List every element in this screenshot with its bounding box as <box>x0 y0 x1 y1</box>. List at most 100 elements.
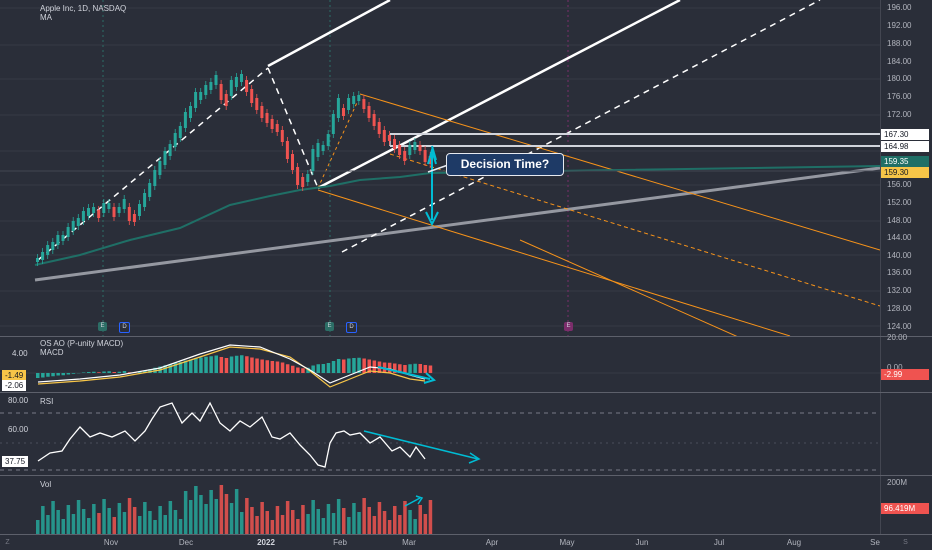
macd-tick: 0.00 <box>887 363 903 372</box>
candle-body <box>398 145 402 155</box>
earnings-marker[interactable]: E <box>98 322 107 331</box>
macd-axis[interactable]: 20.00 0.00 <box>880 333 932 392</box>
macd-bar <box>347 358 351 373</box>
volume-bar <box>41 506 45 534</box>
time-tick: Apr <box>485 538 499 547</box>
volume-bar <box>71 514 76 534</box>
candle-body <box>342 108 345 116</box>
candle-body <box>408 145 412 155</box>
decision-callout[interactable]: Decision Time? <box>446 153 564 176</box>
macd-bar <box>326 363 331 373</box>
candle-body <box>285 141 289 159</box>
price-tick: 128.00 <box>887 304 912 313</box>
candle-body <box>321 145 325 151</box>
candle-body <box>153 170 157 186</box>
indicator-label: MA <box>40 13 52 22</box>
volume-bar <box>92 504 96 534</box>
candle-body <box>56 235 60 245</box>
dividend-marker[interactable]: D <box>119 322 130 333</box>
scale-toggle-icon[interactable]: S <box>903 539 908 546</box>
price-tick: 140.00 <box>887 251 912 260</box>
candle-body <box>107 203 111 209</box>
dividend-marker[interactable]: D <box>346 322 357 333</box>
candle-body <box>362 99 366 109</box>
candle-body <box>112 207 116 217</box>
candle-body <box>97 210 101 218</box>
candle-body <box>173 133 177 147</box>
candle-body <box>377 122 381 134</box>
volume-bar <box>107 508 111 534</box>
price-tick: 144.00 <box>887 233 912 242</box>
candle-body <box>403 151 407 161</box>
macd-bar <box>311 365 315 373</box>
volume-title: Vol <box>40 480 52 489</box>
volume-bar <box>189 500 193 534</box>
price-pane[interactable]: Apple Inc, 1D, NASDAQ MA Decision Time? … <box>0 0 880 336</box>
volume-bar <box>224 494 229 534</box>
time-axis[interactable]: Z S <box>0 535 932 550</box>
earnings-marker[interactable]: E <box>564 322 573 331</box>
candle-body <box>92 207 96 213</box>
volume-bar <box>148 511 152 534</box>
price-tick: 176.00 <box>887 92 912 101</box>
macd-bar <box>107 371 111 373</box>
rsi-pane[interactable]: RSI 80.00 60.00 37.75 <box>0 393 880 475</box>
volume-bar <box>382 511 387 534</box>
candle-body <box>250 89 254 103</box>
volume-bar <box>143 502 147 534</box>
settings-icon[interactable]: Z <box>5 539 10 546</box>
volume-bar <box>183 491 188 534</box>
volume-bar <box>36 520 40 534</box>
volume-bar <box>229 503 234 534</box>
macd-bar <box>92 371 96 373</box>
candle-body <box>357 95 361 101</box>
volume-bar <box>102 499 106 534</box>
candle-body <box>46 245 50 255</box>
macd-bar <box>87 372 91 373</box>
price-tick: 180.00 <box>887 74 912 83</box>
price-tick: 152.00 <box>887 198 912 207</box>
volume-bar <box>245 498 249 534</box>
volume-bar <box>234 489 239 534</box>
volume-bar <box>331 513 336 534</box>
candle-body <box>336 98 340 118</box>
candle-body <box>229 80 233 96</box>
candle-body <box>143 193 147 207</box>
candle-body <box>255 98 259 110</box>
volume-bar <box>413 519 417 534</box>
macd-bar <box>163 365 167 373</box>
volume-bar <box>367 507 371 534</box>
macd-bar <box>81 372 86 373</box>
volume-bar <box>321 518 326 534</box>
macd-bar <box>178 362 183 373</box>
macd-bar <box>224 358 229 373</box>
macd-bar <box>41 373 45 378</box>
volume-pane[interactable]: Vol <box>0 476 880 534</box>
rsi-axis[interactable] <box>880 393 932 475</box>
volume-bar <box>326 504 331 534</box>
candle-body <box>138 204 141 216</box>
candle-body <box>352 96 356 104</box>
rsi-svg <box>0 401 880 471</box>
macd-bar <box>336 359 341 373</box>
macd-bar <box>393 363 397 373</box>
macd-bar <box>219 357 224 373</box>
macd-bar <box>46 373 50 377</box>
time-tick: Nov <box>103 538 119 547</box>
volume-tag: 96.419M <box>881 503 929 514</box>
candle-body <box>102 203 106 213</box>
volume-bar <box>316 509 320 534</box>
candle-body <box>163 151 167 165</box>
macd-bar <box>245 356 249 373</box>
candle-body <box>234 77 238 87</box>
macd-pane[interactable]: OS AO (P-unity MACD) MACD 4.00 -1.49 -2.… <box>0 337 880 392</box>
candle-body <box>275 124 279 132</box>
rsi-left-mid: 60.00 <box>8 425 29 434</box>
macd-bar <box>357 357 361 373</box>
earnings-marker[interactable]: E <box>325 322 334 331</box>
volume-bar <box>296 519 300 534</box>
macd-bar <box>204 356 208 373</box>
candle-body <box>306 174 310 182</box>
macd-bar <box>316 364 320 373</box>
candle-body <box>204 85 208 95</box>
